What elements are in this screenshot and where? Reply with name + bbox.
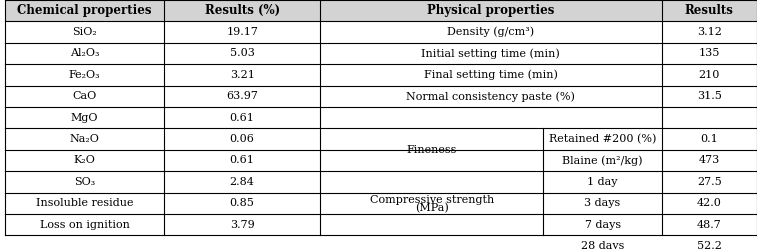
Text: K₂O: K₂O <box>73 155 95 165</box>
Text: 0.61: 0.61 <box>229 113 254 123</box>
Text: Fe₂O₃: Fe₂O₃ <box>69 70 101 80</box>
Text: Final setting time (min): Final setting time (min) <box>424 69 558 80</box>
Text: Initial setting time (min): Initial setting time (min) <box>422 48 560 59</box>
Text: 135: 135 <box>699 49 720 59</box>
Text: 42.0: 42.0 <box>697 198 721 208</box>
Text: 3.79: 3.79 <box>229 220 254 230</box>
Text: CaO: CaO <box>73 91 97 101</box>
Text: 0.61: 0.61 <box>229 155 254 165</box>
Text: 63.97: 63.97 <box>226 91 258 101</box>
Text: 31.5: 31.5 <box>697 91 721 101</box>
Text: Results: Results <box>685 4 734 17</box>
Text: Normal consistency paste (%): Normal consistency paste (%) <box>407 91 575 102</box>
Text: Loss on ignition: Loss on ignition <box>40 220 129 230</box>
Text: Compressive strength: Compressive strength <box>369 195 494 205</box>
Text: 52.2: 52.2 <box>697 241 721 249</box>
Text: SO₃: SO₃ <box>74 177 95 187</box>
Text: 3.21: 3.21 <box>229 70 254 80</box>
Text: Al₂O₃: Al₂O₃ <box>70 49 99 59</box>
Text: 2.84: 2.84 <box>229 177 254 187</box>
Text: 27.5: 27.5 <box>697 177 721 187</box>
Text: Blaine (m²/kg): Blaine (m²/kg) <box>562 155 643 166</box>
Text: 0.06: 0.06 <box>229 134 254 144</box>
Text: 48.7: 48.7 <box>697 220 721 230</box>
Text: Insoluble residue: Insoluble residue <box>36 198 133 208</box>
Text: Chemical properties: Chemical properties <box>17 4 152 17</box>
Text: Na₂O: Na₂O <box>70 134 100 144</box>
Text: SiO₂: SiO₂ <box>73 27 97 37</box>
Text: 1 day: 1 day <box>587 177 618 187</box>
Text: Retained #200 (%): Retained #200 (%) <box>549 134 656 144</box>
Text: 7 days: 7 days <box>584 220 621 230</box>
Text: 3.12: 3.12 <box>697 27 721 37</box>
Text: MgO: MgO <box>71 113 98 123</box>
Text: Density (g/cm³): Density (g/cm³) <box>447 27 534 37</box>
Text: 28 days: 28 days <box>581 241 625 249</box>
Text: (MPa): (MPa) <box>415 203 449 214</box>
Text: Physical properties: Physical properties <box>427 4 555 17</box>
Text: 19.17: 19.17 <box>226 27 258 37</box>
Text: 473: 473 <box>699 155 720 165</box>
Text: 0.85: 0.85 <box>229 198 254 208</box>
Text: Results (%): Results (%) <box>204 4 279 17</box>
Text: Fineness: Fineness <box>407 145 457 155</box>
Text: 0.1: 0.1 <box>700 134 718 144</box>
Text: 5.03: 5.03 <box>229 49 254 59</box>
Text: 210: 210 <box>699 70 720 80</box>
Text: 3 days: 3 days <box>584 198 621 208</box>
Bar <box>5 0 757 21</box>
